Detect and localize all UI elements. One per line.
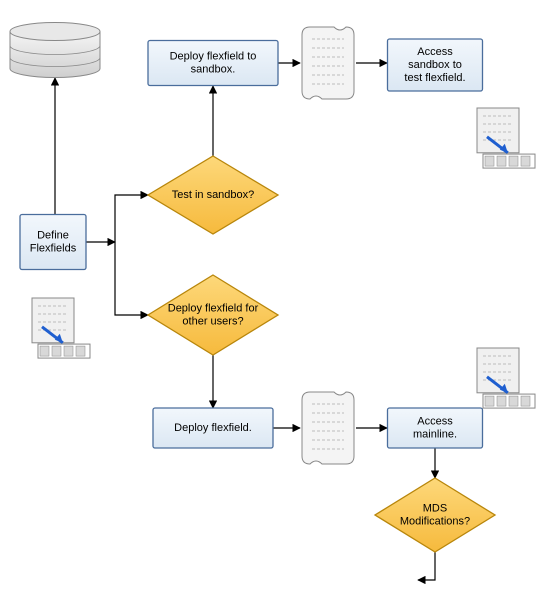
node-label-line: Flexfields [30, 242, 77, 254]
deploy_q: Deploy flexfield forother users? [148, 275, 278, 355]
node-label-line: Test in sandbox? [172, 189, 255, 201]
deploy_sb: Deploy flexfield tosandbox. [148, 41, 278, 86]
node-label-line: sandbox. [191, 63, 236, 75]
test_q: Test in sandbox? [148, 156, 278, 234]
edge [418, 552, 435, 580]
access_sb: Accesssandbox totest flexfield. [388, 39, 483, 91]
widget3 [477, 348, 535, 408]
node-label-line: Deploy flexfield. [174, 422, 252, 434]
scroll2 [302, 392, 354, 464]
deploy_ff: Deploy flexfield. [153, 408, 273, 448]
node-label-line: test flexfield. [404, 72, 465, 84]
scroll1 [302, 27, 354, 99]
node-label-line: MDS [423, 502, 447, 514]
node-label-line: Access [417, 46, 453, 58]
node-label-line: other users? [182, 315, 243, 327]
widget1 [32, 298, 90, 358]
mds_q: MDSModifications? [375, 478, 495, 552]
node-label-line: sandbox to [408, 59, 462, 71]
node-label-line: Deploy flexfield for [168, 302, 259, 314]
node-label-line: Deploy flexfield to [170, 50, 257, 62]
node-label-line: mainline. [413, 428, 457, 440]
db [10, 23, 100, 78]
node-label-line: Modifications? [400, 515, 470, 527]
node-label-line: Access [417, 415, 453, 427]
edge [115, 242, 148, 315]
define: DefineFlexfields [20, 215, 86, 270]
edge [115, 195, 148, 242]
access_ml: Accessmainline. [388, 408, 483, 448]
node-label-line: Define [37, 229, 69, 241]
widget2 [477, 108, 535, 168]
